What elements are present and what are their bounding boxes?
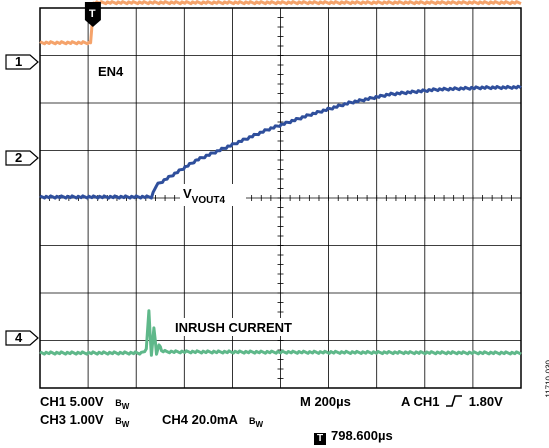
trigger-position-icon: T bbox=[314, 433, 326, 445]
trace-ch1 bbox=[39, 0, 522, 46]
ch4-setting: CH4 20.0mA bbox=[162, 412, 238, 427]
channel-marker-label: 1 bbox=[15, 54, 22, 69]
timebase-value: M 200µs bbox=[300, 394, 351, 409]
channel-markers: 1 2 4 bbox=[5, 54, 39, 346]
ch4-bw-limit: BW bbox=[249, 416, 264, 429]
figure-id: 11710-030 bbox=[545, 360, 549, 398]
status-ch1: CH1 5.00V BW bbox=[40, 394, 129, 411]
trigger-source: A CH1 bbox=[401, 394, 440, 409]
ch3-bw-limit: BW bbox=[115, 416, 130, 429]
label-en4: EN4 bbox=[98, 64, 124, 79]
trigger-level: 1.80V bbox=[468, 394, 503, 409]
trace-ch2 bbox=[39, 84, 522, 200]
label-inrush-bg bbox=[172, 318, 322, 336]
channel-marker-2: 2 bbox=[5, 150, 39, 166]
trigger-edge-icon bbox=[446, 394, 466, 409]
status-trigger: A CH1 1.80V bbox=[401, 394, 503, 409]
trigger-position-value: 798.600µs bbox=[331, 428, 393, 443]
channel-marker-label: 2 bbox=[15, 150, 22, 165]
ch1-bw-limit: BW bbox=[115, 398, 130, 411]
channel-marker-label: 4 bbox=[15, 330, 23, 345]
channel-marker-4: 4 bbox=[5, 330, 39, 346]
status-timebase: M 200µs bbox=[300, 394, 351, 409]
label-vout4-subscript: VOUT4 bbox=[192, 195, 226, 206]
trigger-marker-icon bbox=[84, 2, 101, 27]
trigger-marker-label: T bbox=[89, 8, 96, 20]
channel-marker-1: 1 bbox=[5, 54, 39, 70]
trigger-marker: T bbox=[84, 2, 101, 27]
trace-ch4 bbox=[39, 309, 522, 357]
label-inrush-current: INRUSH CURRENT bbox=[175, 320, 292, 335]
status-trigger-position: T 798.600µs bbox=[314, 428, 393, 445]
status-ch4: CH4 20.0mA BW bbox=[162, 412, 263, 429]
label-vout4-bg bbox=[180, 184, 246, 206]
ch1-setting: CH1 5.00V bbox=[40, 394, 104, 409]
ch3-setting: CH3 1.00V bbox=[40, 412, 104, 427]
traces bbox=[39, 0, 522, 357]
status-ch3: CH3 1.00V BW bbox=[40, 412, 129, 429]
